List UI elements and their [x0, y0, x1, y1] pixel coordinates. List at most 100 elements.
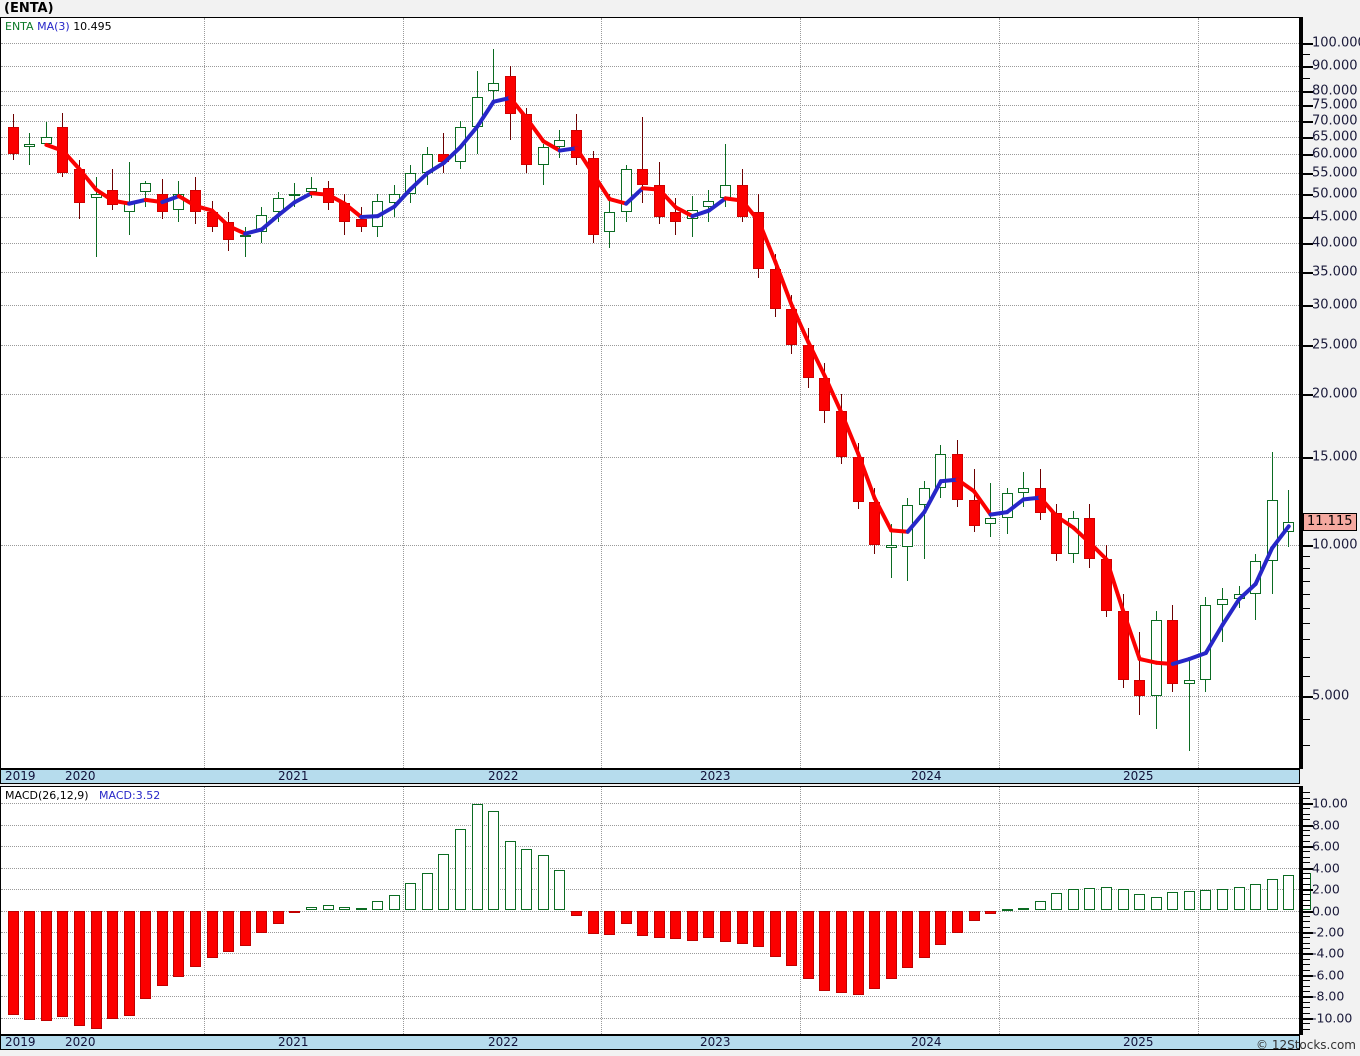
axis-tick: [1303, 65, 1313, 68]
macd-value-label: MACD:3.52: [99, 789, 161, 802]
ma3-segment: [922, 479, 943, 515]
price-gridline: [1, 193, 1299, 195]
price-axis-label: 30.000: [1312, 297, 1358, 313]
x-axis-year-label: 2020: [65, 1035, 96, 1049]
macd-histogram-bar: [57, 910, 69, 1017]
ma3-segment: [44, 142, 65, 153]
axis-tick: [1303, 639, 1310, 641]
ma3-segment: [806, 340, 827, 379]
x-axis-year-label: 2024: [911, 1035, 942, 1049]
macd-histogram-bar: [1200, 890, 1212, 911]
macd-histogram-bar: [1067, 889, 1079, 911]
ma3-segment: [640, 186, 662, 192]
legend-ma-value: 10.495: [73, 20, 112, 33]
price-axis-label: 15.000: [1312, 449, 1358, 465]
ma3-segment: [309, 191, 330, 197]
page-title: (ENTA): [4, 1, 54, 16]
axis-tick: [1303, 926, 1310, 928]
ma3-segment: [458, 124, 480, 150]
axis-tick: [1303, 910, 1313, 913]
price-gridline: [1, 173, 1299, 175]
axis-tick: [1303, 120, 1313, 123]
axis-tick: [1303, 840, 1310, 842]
ma3-segment: [276, 200, 297, 218]
ma3-segment: [176, 194, 198, 208]
macd-histogram-bar: [753, 910, 765, 947]
ma3-segment: [740, 198, 761, 224]
price-chart-panel[interactable]: ENTA MA(3) 10.495: [0, 17, 1300, 769]
macd-indicator-label: MACD(26,12,9): [5, 789, 89, 802]
candle-wick: [493, 49, 495, 103]
axis-tick: [1303, 792, 1310, 794]
copyright-label: © 12Stocks.com: [1256, 1038, 1356, 1052]
price-gridline: [1, 42, 1299, 44]
axis-tick: [1303, 556, 1310, 558]
candle-body: [272, 198, 284, 213]
axis-tick: [1303, 937, 1310, 939]
macd-histogram-bar: [1233, 886, 1245, 911]
ma3-segment: [1220, 597, 1242, 628]
price-gridline: [1, 120, 1299, 122]
ma3-segment: [524, 116, 546, 144]
price-x-axis-band: 2019 2020 2021 2022 2023 2024 2025: [0, 769, 1300, 784]
macd-histogram-bar: [156, 910, 168, 986]
price-gridline: [1, 136, 1299, 138]
legend-symbol: ENTA: [5, 20, 34, 33]
ma3-segment: [591, 171, 612, 202]
candle-body: [1018, 487, 1030, 493]
axis-tick: [1303, 745, 1310, 746]
year-gridline: [203, 18, 205, 768]
axis-tick: [1303, 878, 1310, 880]
axis-tick: [1303, 1012, 1310, 1014]
macd-histogram-bar: [1001, 909, 1013, 912]
macd-histogram-bar: [24, 910, 36, 1021]
x-axis-year-label: 2019: [5, 1035, 36, 1049]
ma3-segment: [1253, 546, 1275, 587]
macd-histogram-bar: [305, 906, 317, 911]
ma3-segment: [673, 205, 695, 219]
candle-body: [488, 83, 500, 92]
ma3-segment: [822, 374, 844, 415]
axis-tick: [1303, 942, 1310, 944]
ma3-segment: [475, 99, 496, 129]
ma3-segment: [160, 194, 181, 205]
macd-histogram-bar: [885, 910, 897, 980]
price-y-axis: 11.115 100.000 90.000 80.00075.00070.00065…: [1300, 17, 1360, 769]
macd-histogram-bar: [239, 910, 251, 946]
macd-gridline: [1, 974, 1299, 976]
candle-wick: [1288, 489, 1290, 548]
ma3-segment: [1054, 514, 1076, 530]
x-axis-year-label: 2022: [488, 769, 519, 783]
year-gridline: [800, 18, 802, 768]
axis-tick: [1303, 656, 1310, 658]
candle-body: [223, 221, 235, 240]
macd-chart-panel[interactable]: MACD(26,12,9) MACD:3.52: [0, 786, 1311, 1035]
axis-tick: [1303, 948, 1310, 950]
candle-body: [1183, 679, 1195, 684]
macd-histogram-bar: [786, 910, 798, 967]
macd-histogram-bar: [140, 910, 152, 999]
macd-histogram-bar: [653, 910, 665, 939]
price-axis-label: 20.000: [1312, 386, 1358, 402]
macd-histogram-bar: [1051, 893, 1063, 911]
axis-tick: [1303, 931, 1313, 934]
macd-year-gridline: [601, 787, 603, 1034]
macd-year-gridline: [402, 787, 404, 1034]
price-axis-label: 90.000: [1312, 58, 1358, 74]
ma3-segment: [127, 197, 148, 206]
ma3-segment: [1087, 540, 1109, 562]
axis-tick: [1303, 803, 1313, 806]
macd-histogram-bar: [670, 910, 682, 940]
ma3-segment: [1154, 660, 1175, 666]
ma3-segment: [226, 224, 248, 236]
macd-histogram-bar: [587, 910, 599, 935]
year-gridline: [402, 18, 404, 768]
ma3-segment: [1038, 495, 1059, 519]
candle-body: [1001, 492, 1013, 519]
candle-wick: [923, 481, 925, 559]
axis-tick: [1303, 808, 1310, 810]
ma3-segment: [508, 95, 529, 121]
macd-histogram-bar: [935, 910, 947, 945]
axis-tick: [1303, 856, 1310, 858]
